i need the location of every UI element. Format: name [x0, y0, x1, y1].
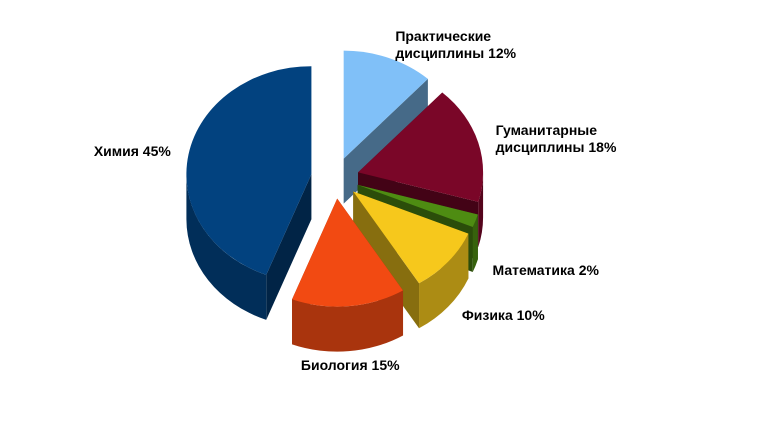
slice-top: [358, 92, 484, 202]
data-label: Гуманитарные дисциплины 18%: [496, 122, 646, 156]
label-category: Практические дисциплины: [395, 27, 492, 61]
data-label: Практические дисциплины 12%: [395, 28, 545, 62]
data-label: Химия 45%: [94, 143, 171, 160]
data-label: Математика 2%: [493, 262, 599, 279]
slice-side: [472, 214, 478, 272]
label-value: 15%: [371, 356, 400, 373]
slice-top: [343, 50, 428, 159]
label-category: Математика: [492, 261, 575, 278]
data-label: Биология 15%: [301, 357, 400, 374]
slice-wall: [266, 174, 312, 320]
label-value: 10%: [516, 307, 545, 324]
label-value: 45%: [142, 143, 171, 160]
label-category: Физика: [461, 307, 513, 324]
slice-side: [292, 290, 404, 352]
label-category: Гуманитарные дисциплины: [495, 121, 598, 155]
slice-top: [186, 66, 312, 275]
label-value: 2%: [578, 261, 599, 278]
data-label: Физика 10%: [462, 307, 545, 324]
slice-top: [353, 191, 469, 284]
slice-top: [292, 198, 404, 307]
slice-side: [419, 233, 469, 329]
slice-side: [186, 174, 267, 320]
label-category: Биология: [300, 356, 368, 373]
label-value: 12%: [488, 44, 517, 61]
slice-side: [478, 172, 484, 247]
label-value: 18%: [588, 138, 617, 155]
label-category: Химия: [93, 143, 139, 160]
slice-top: [357, 184, 478, 227]
